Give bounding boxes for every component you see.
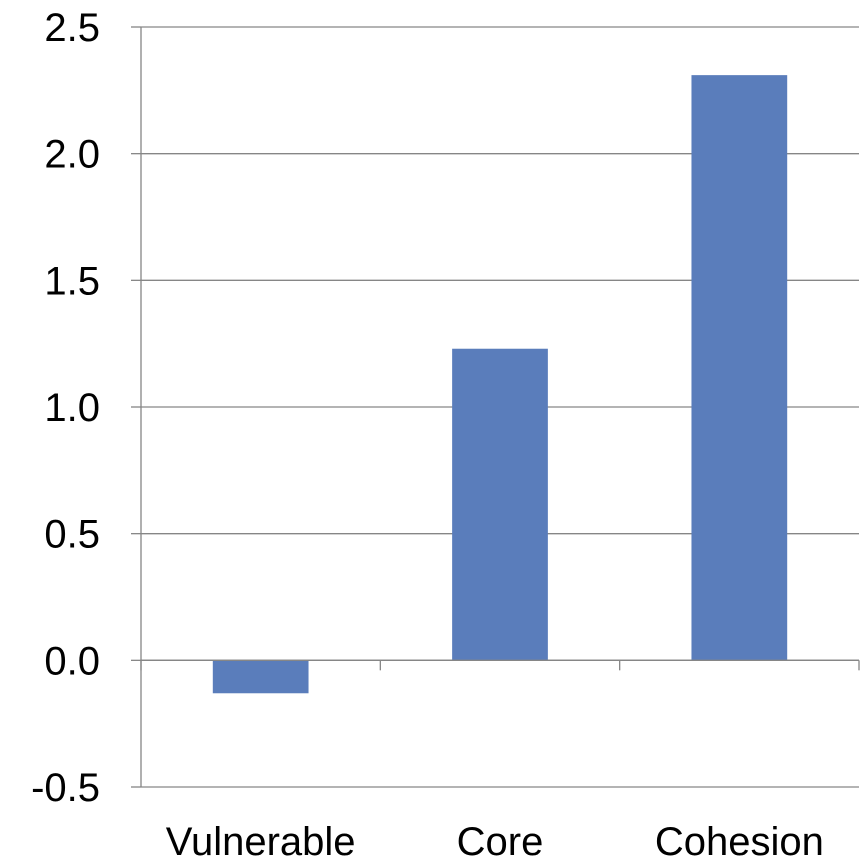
bar-core bbox=[452, 348, 548, 661]
y-tick-labels: -0.5 0.0 0.5 1.0 1.5 2.0 2.5 bbox=[31, 6, 100, 810]
y-tick-label: 2.0 bbox=[44, 133, 100, 177]
x-tick-label-vulnerable: Vulnerable bbox=[166, 820, 356, 864]
y-tick-label: -0.5 bbox=[31, 766, 100, 810]
x-tick-label-cohesion: Cohesion bbox=[655, 820, 824, 864]
x-tick-label-core: Core bbox=[457, 820, 544, 864]
bar-cohesion bbox=[691, 75, 788, 661]
x-tick-labels: Vulnerable Core Cohesion bbox=[166, 820, 824, 864]
axes bbox=[131, 26, 860, 788]
y-tick-label: 0.0 bbox=[44, 639, 100, 683]
bars bbox=[212, 75, 788, 694]
y-tick-label: 2.5 bbox=[44, 6, 100, 50]
y-tick-label: 0.5 bbox=[44, 513, 100, 557]
y-tick-label: 1.5 bbox=[44, 259, 100, 303]
y-tick-label: 1.0 bbox=[44, 386, 100, 430]
bar-vulnerable bbox=[212, 660, 309, 694]
